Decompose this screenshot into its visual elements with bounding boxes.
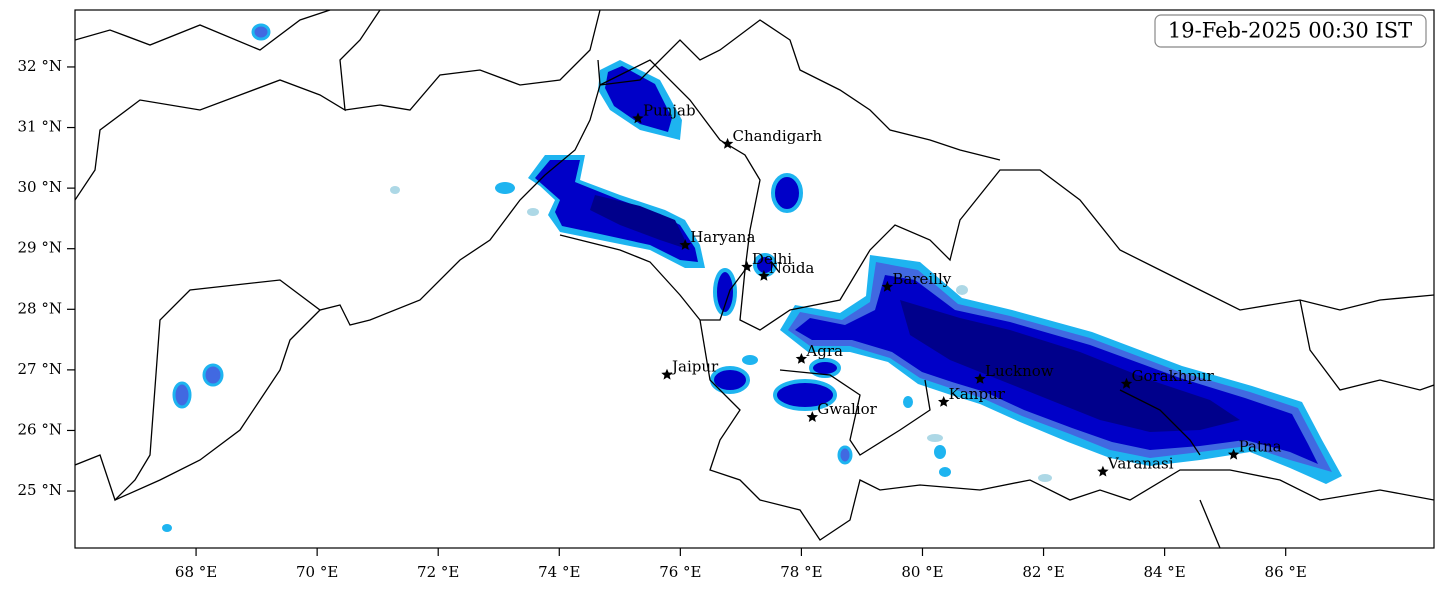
city-marker [1120, 377, 1133, 389]
city-marker [881, 280, 894, 292]
city-label: Chandigarh [733, 127, 823, 145]
city-label: Kanpur [949, 385, 1006, 403]
city-marker [721, 137, 734, 149]
y-tick-label: 31 °N [18, 118, 62, 136]
y-tick-label: 25 °N [18, 481, 62, 499]
city-marker [758, 270, 770, 281]
city-marker [974, 373, 986, 384]
city-label: Delhi [752, 250, 792, 268]
city-label: Varanasi [1107, 455, 1174, 473]
city-label: Haryana [690, 228, 755, 246]
x-tick-label: 86 °E [1265, 563, 1307, 581]
city-label: Gorakhpur [1131, 367, 1214, 385]
y-tick-label: 30 °N [18, 178, 62, 196]
city-label: Agra [805, 342, 843, 360]
city-marker [741, 260, 753, 272]
x-tick-label: 74 °E [538, 563, 580, 581]
x-tick-label: 68 °E [175, 563, 217, 581]
x-tick-label: 78 °E [780, 563, 822, 581]
x-tick-label: 70 °E [296, 563, 338, 581]
x-tick-label: 82 °E [1022, 563, 1064, 581]
x-tick-label: 84 °E [1143, 563, 1185, 581]
map-frame [74, 9, 1435, 549]
timestamp: 19-Feb-2025 00:30 IST [1168, 19, 1412, 43]
city-marker [632, 112, 644, 124]
city-label: Jaipur [670, 358, 719, 376]
city-marker [795, 353, 808, 364]
y-tick-label: 29 °N [18, 239, 62, 257]
x-tick-label: 76 °E [659, 563, 701, 581]
y-tick-label: 26 °N [18, 420, 62, 438]
city-label: Patna [1239, 438, 1282, 456]
x-tick-label: 72 °E [417, 563, 459, 581]
y-tick-label: 27 °N [18, 360, 62, 378]
x-tick-label: 80 °E [901, 563, 943, 581]
y-tick-label: 28 °N [18, 299, 62, 317]
city-label: Noida [769, 259, 815, 277]
city-label: Lucknow [985, 362, 1054, 380]
city-label: Gwalior [817, 400, 877, 418]
city-label: Punjab [643, 101, 696, 119]
city-marker [1097, 465, 1109, 477]
precipitation [162, 23, 1342, 532]
city-marker [679, 239, 691, 250]
city-marker [938, 396, 950, 407]
borders [75, 10, 1434, 548]
city-marker [661, 368, 673, 380]
city-label: Bareilly [892, 270, 951, 288]
timestamp-box [1154, 14, 1427, 48]
y-tick-label: 32 °N [18, 57, 62, 75]
city-marker [1227, 448, 1240, 460]
city-marker [806, 411, 818, 422]
